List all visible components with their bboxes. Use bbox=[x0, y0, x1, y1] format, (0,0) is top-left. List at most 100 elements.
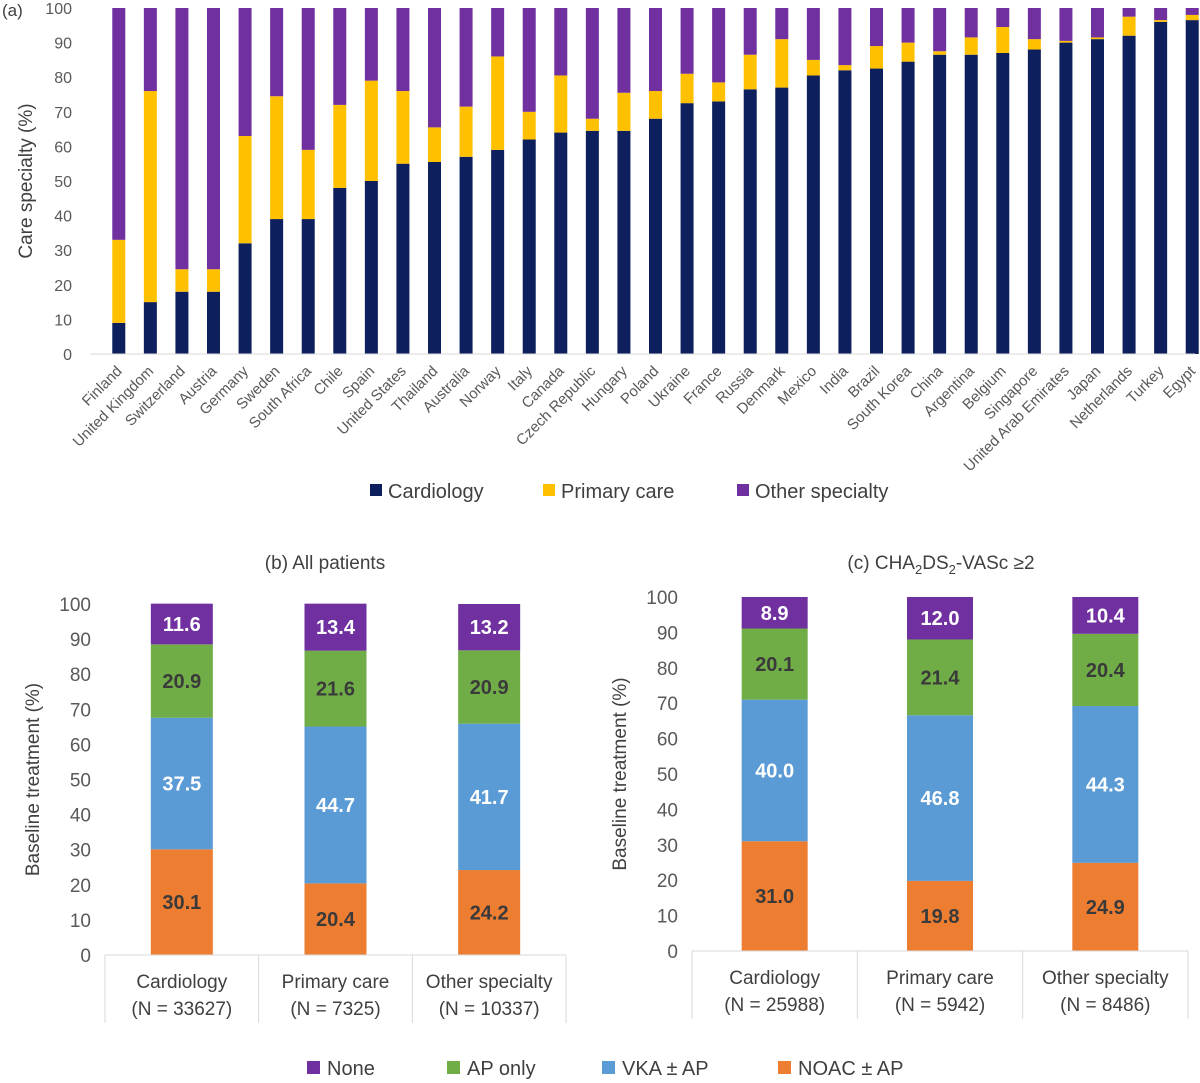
legend-swatch-other-specialty bbox=[737, 484, 749, 496]
bar-segment-noac-ap-other-specialty bbox=[458, 870, 521, 955]
bar-segment-ap-only-cardiology bbox=[150, 644, 213, 718]
bar-segment-cardiology-belgium bbox=[996, 52, 1010, 354]
bar-segment-primary-care-spain bbox=[364, 80, 378, 181]
bar-segment-noac-ap-cardiology bbox=[150, 849, 213, 955]
data-label-ap-only: 21.6 bbox=[316, 679, 355, 701]
panel-title: (b) All patients bbox=[265, 553, 385, 574]
x-tick-label: Primary care bbox=[282, 972, 390, 993]
y-tick-label: 70 bbox=[657, 694, 678, 715]
bar-segment-ap-only-other-specialty bbox=[458, 650, 521, 724]
bar-segment-other-specialty-france bbox=[712, 8, 726, 83]
x-tick-label: Chile bbox=[310, 363, 346, 399]
bar-segment-other-specialty-united-arab-emirates bbox=[1059, 8, 1073, 41]
y-tick-label: 10 bbox=[70, 911, 91, 932]
bar-segment-cardiology-japan bbox=[1091, 39, 1104, 354]
y-tick-label: 30 bbox=[54, 243, 72, 260]
bar-segment-cardiology-thailand bbox=[428, 161, 441, 354]
x-tick-label-n: (N = 25988) bbox=[724, 995, 825, 1016]
bar-segment-primary-care-united-kingdom bbox=[143, 91, 157, 303]
bar-segment-cardiology-mexico bbox=[806, 75, 820, 354]
x-tick-label: Primary care bbox=[886, 968, 994, 989]
bar-segment-other-specialty-belgium bbox=[996, 8, 1010, 28]
bar-segment-none-cardiology bbox=[150, 603, 213, 645]
bar-segment-vka-ap-primary-care bbox=[304, 726, 367, 884]
bar-segment-none-primary-care bbox=[907, 597, 973, 640]
bar-segment-cardiology-finland bbox=[112, 322, 126, 354]
data-label-noac-ap: 31.0 bbox=[755, 886, 794, 908]
y-tick-label: 90 bbox=[657, 623, 678, 644]
data-label-vka-ap: 37.5 bbox=[162, 774, 201, 796]
x-tick-label: Cardiology bbox=[729, 968, 820, 989]
y-tick-label: 40 bbox=[54, 209, 72, 226]
bar-segment-other-specialty-singapore bbox=[1027, 8, 1041, 40]
bar-segment-other-specialty-finland bbox=[112, 8, 126, 240]
panel-b-chart: (b) All patients 0 10 20 30 40 50 60 70 80 90 100 Ba… bbox=[23, 553, 567, 1023]
bar-segment-other-specialty-argentina bbox=[964, 8, 978, 38]
legend-swatch-cardiology bbox=[370, 484, 382, 496]
legend-label-ap-only: AP only bbox=[467, 1058, 536, 1080]
data-label-none: 8.9 bbox=[761, 603, 789, 625]
bar-segment-primary-care-ukraine bbox=[680, 73, 694, 104]
bar-segment-primary-care-brazil bbox=[870, 46, 883, 69]
y-axis-label: Baseline treatment (%) bbox=[610, 677, 631, 870]
x-tick-label-n: (N = 5942) bbox=[895, 995, 985, 1016]
bar-segment-cardiology-switzerland bbox=[175, 291, 189, 354]
bar-segment-cardiology-argentina bbox=[964, 54, 978, 355]
legend-swatch-none bbox=[307, 1061, 320, 1074]
y-axis-label: Baseline treatment (%) bbox=[23, 683, 44, 876]
bar-segment-vka-ap-primary-care bbox=[907, 715, 973, 881]
legend-label-noac-ap: NOAC ± AP bbox=[798, 1058, 903, 1080]
bar-segment-primary-care-canada bbox=[554, 75, 568, 133]
bar-segment-primary-care-norway bbox=[491, 56, 505, 150]
data-label-noac-ap: 20.4 bbox=[316, 909, 356, 931]
bar-segment-noac-ap-cardiology bbox=[741, 841, 808, 951]
x-tick-label: Other specialty bbox=[426, 972, 553, 993]
bar-segment-cardiology-chile bbox=[333, 187, 347, 354]
bar-segment-other-specialty-mexico bbox=[806, 8, 820, 60]
y-tick-label: 80 bbox=[70, 665, 91, 686]
y-tick-label: 0 bbox=[80, 946, 91, 967]
data-label-ap-only: 20.4 bbox=[1086, 660, 1126, 682]
x-tick-label: Other specialty bbox=[1042, 968, 1169, 989]
bar-segment-ap-only-primary-care bbox=[907, 639, 973, 716]
bar-segment-cardiology-denmark bbox=[775, 87, 789, 354]
x-tick-label-n: (N = 8486) bbox=[1060, 995, 1150, 1016]
bar-segment-primary-care-mexico bbox=[806, 59, 820, 76]
y-tick-label: 20 bbox=[54, 278, 72, 295]
data-label-none: 13.4 bbox=[316, 617, 356, 639]
data-label-noac-ap: 30.1 bbox=[162, 892, 201, 914]
y-tick-label: 20 bbox=[70, 876, 91, 897]
bar-segment-other-specialty-turkey bbox=[1154, 8, 1168, 21]
panel-a-legend: Cardiology Primary care Other specialty bbox=[370, 481, 888, 503]
bar-segment-other-specialty-japan bbox=[1091, 8, 1104, 38]
bar-segment-cardiology-turkey bbox=[1154, 21, 1168, 355]
bar-segment-ap-only-primary-care bbox=[304, 650, 367, 727]
panel-title: (c) CHA2DS2-VASc ≥2 bbox=[847, 553, 1034, 577]
y-tick-label: 10 bbox=[657, 907, 678, 928]
bar-segment-primary-care-egypt bbox=[1185, 14, 1199, 21]
bar-segment-cardiology-spain bbox=[364, 181, 378, 354]
data-label-ap-only: 21.4 bbox=[921, 667, 961, 689]
bar-segment-ap-only-cardiology bbox=[741, 628, 808, 700]
legend-label-vka-ap: VKA ± AP bbox=[622, 1058, 709, 1080]
bar-segment-primary-care-turkey bbox=[1154, 20, 1168, 22]
y-tick-label: 0 bbox=[667, 942, 678, 963]
data-label-vka-ap: 44.7 bbox=[316, 795, 355, 817]
bar-segment-vka-ap-cardiology bbox=[741, 699, 808, 842]
bar-segment-cardiology-south-africa bbox=[301, 219, 315, 354]
x-tick-label-n: (N = 33627) bbox=[131, 999, 232, 1020]
bar-segment-other-specialty-india bbox=[838, 8, 852, 66]
y-axis-label: Care specialty (%) bbox=[16, 103, 37, 258]
bar-segment-primary-care-singapore bbox=[1027, 39, 1041, 50]
bar-segment-primary-care-argentina bbox=[964, 37, 978, 55]
y-tick-label: 20 bbox=[657, 871, 678, 892]
bar-segment-primary-care-france bbox=[712, 82, 726, 102]
bar-segment-other-specialty-south-korea bbox=[901, 8, 915, 43]
bar-segment-primary-care-south-africa bbox=[301, 149, 315, 220]
bar-segment-none-other-specialty bbox=[1072, 597, 1139, 634]
data-label-vka-ap: 44.3 bbox=[1086, 774, 1125, 796]
bar-segment-other-specialty-australia bbox=[459, 8, 473, 107]
bar-segment-none-cardiology bbox=[741, 597, 808, 629]
bar-segment-other-specialty-switzerland bbox=[175, 8, 189, 270]
